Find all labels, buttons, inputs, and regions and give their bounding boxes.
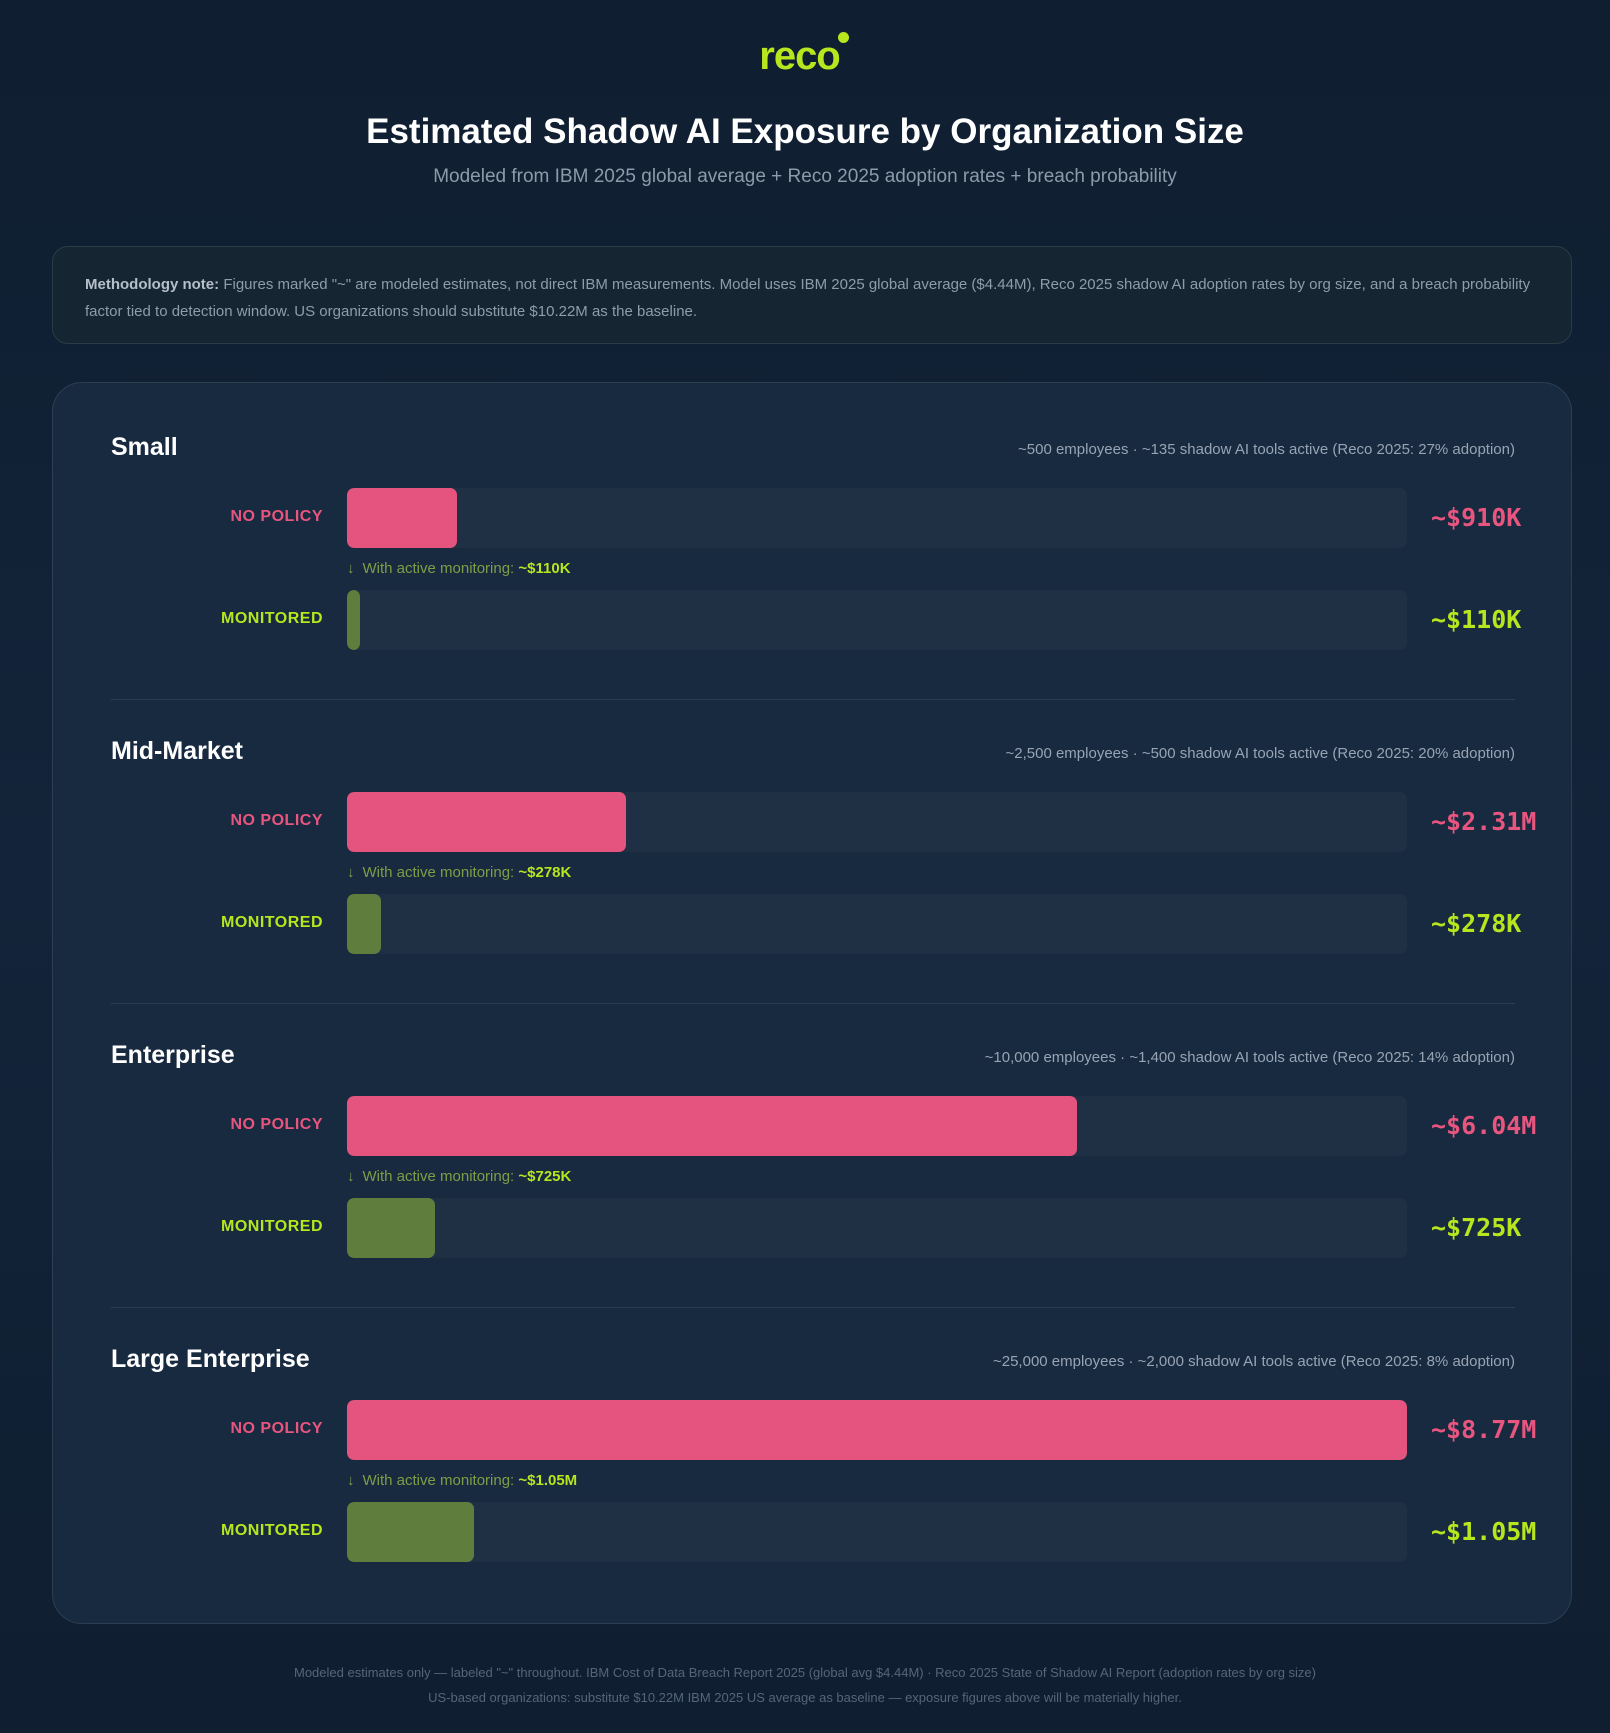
monitoring-value: ~$725K (518, 1168, 572, 1185)
no-policy-bar (347, 488, 457, 548)
monitoring-prefix: With active monitoring: (362, 864, 519, 881)
logo-dot (837, 32, 849, 43)
monitoring-value: ~$1.05M (518, 1472, 578, 1489)
no-policy-bar (347, 1400, 1407, 1460)
monitored-track (347, 894, 1407, 954)
monitored-value: ~$1.05M (1431, 1517, 1537, 1546)
monitoring-prefix: With active monitoring: (362, 1168, 519, 1185)
group-name: Mid-Market (111, 737, 243, 765)
group-meta: ~2,500 employees · ~500 shadow AI tools … (1005, 745, 1516, 762)
no-policy-bar (347, 792, 626, 852)
monitored-value: ~$110K (1431, 605, 1522, 634)
monitoring-prefix: With active monitoring: (362, 560, 519, 577)
chart-title: Estimated Shadow AI Exposure by Organiza… (366, 112, 1244, 151)
methodology-text: Figures marked "~" are modeled estimates… (85, 276, 1531, 320)
group-divider (111, 699, 1515, 700)
monitored-label: MONITORED (221, 914, 323, 931)
monitored-value: ~$725K (1431, 1213, 1522, 1242)
group-meta: ~10,000 employees · ~1,400 shadow AI too… (984, 1049, 1515, 1066)
no-policy-track (347, 1096, 1407, 1156)
footer-line-2: US-based organizations: substitute $10.2… (428, 1690, 1182, 1705)
group-divider (111, 1003, 1515, 1004)
methodology-note: Methodology note: Figures marked "~" are… (52, 246, 1572, 344)
no-policy-track (347, 792, 1407, 852)
monitored-track (347, 590, 1407, 650)
no-policy-value: ~$6.04M (1431, 1111, 1537, 1140)
reco-logo: reco (0, 32, 1610, 79)
monitoring-note: ↓ With active monitoring: ~$725K (347, 1168, 571, 1185)
no-policy-track (347, 1400, 1407, 1460)
monitoring-note: ↓ With active monitoring: ~$278K (347, 864, 571, 881)
chart-subtitle: Modeled from IBM 2025 global average + R… (433, 166, 1177, 187)
group-small: Small ~500 employees · ~135 shadow AI too… (111, 433, 1521, 693)
monitored-label: MONITORED (221, 1218, 323, 1235)
no-policy-label: NO POLICY (230, 812, 323, 829)
no-policy-value: ~$8.77M (1431, 1415, 1537, 1444)
monitoring-note: ↓ With active monitoring: ~$110K (347, 560, 571, 577)
monitored-label: MONITORED (221, 1522, 323, 1539)
monitored-label: MONITORED (221, 610, 323, 627)
footer-line-1: Modeled estimates only — labeled "~" thr… (294, 1665, 1316, 1680)
group-name: Small (111, 433, 178, 461)
arrow-down-icon: ↓ (347, 1168, 355, 1185)
monitoring-value: ~$110K (518, 560, 571, 577)
no-policy-value: ~$2.31M (1431, 807, 1537, 836)
group-enterprise: Enterprise ~10,000 employees · ~1,400 sha… (111, 1041, 1536, 1301)
group-meta: ~500 employees · ~135 shadow AI tools ac… (1018, 441, 1515, 458)
monitoring-note: ↓ With active monitoring: ~$1.05M (347, 1472, 577, 1489)
arrow-down-icon: ↓ (347, 864, 355, 881)
methodology-label: Methodology note: (85, 276, 220, 293)
group-large-enterprise: Large Enterprise ~25,000 employees · ~2,0… (111, 1345, 1536, 1605)
no-policy-label: NO POLICY (230, 1420, 323, 1437)
monitored-value: ~$278K (1431, 909, 1522, 938)
group-mid-market: Mid-Market ~2,500 employees · ~500 shadow… (111, 737, 1536, 997)
group-divider (111, 1307, 1515, 1308)
group-name: Large Enterprise (111, 1345, 310, 1373)
monitored-bar (347, 590, 360, 650)
no-policy-label: NO POLICY (230, 508, 323, 525)
group-name: Enterprise (111, 1041, 235, 1069)
chart-panel: Small ~500 employees · ~135 shadow AI too… (52, 382, 1572, 1624)
no-policy-track (347, 488, 1407, 548)
no-policy-label: NO POLICY (230, 1116, 323, 1133)
group-meta: ~25,000 employees · ~2,000 shadow AI too… (992, 1353, 1515, 1370)
arrow-down-icon: ↓ (347, 1472, 355, 1489)
footer: Modeled estimates only — labeled "~" thr… (0, 1660, 1610, 1710)
monitoring-value: ~$278K (518, 864, 572, 881)
monitored-bar (347, 1198, 435, 1258)
monitored-bar (347, 894, 381, 954)
no-policy-bar (347, 1096, 1077, 1156)
monitored-track (347, 1502, 1407, 1562)
no-policy-value: ~$910K (1431, 503, 1522, 532)
monitored-track (347, 1198, 1407, 1258)
monitored-bar (347, 1502, 474, 1562)
monitoring-prefix: With active monitoring: (362, 1472, 519, 1489)
arrow-down-icon: ↓ (347, 560, 355, 577)
